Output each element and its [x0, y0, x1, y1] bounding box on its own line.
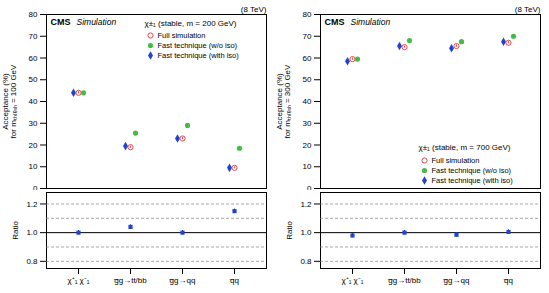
svg-text:CMS: CMS [51, 17, 71, 27]
svg-text:χ⁺₁ χ⁻₁: χ⁺₁ χ⁻₁ [341, 276, 363, 285]
svg-text:Acceptance (%)for mₜₕᵣₑₛₕ = 30: Acceptance (%)for mₜₕᵣₑₛₕ = 300 GeV [275, 64, 292, 138]
svg-text:Full simulation: Full simulation [432, 156, 480, 165]
svg-text:0.8: 0.8 [26, 257, 38, 266]
svg-text:1.0: 1.0 [26, 228, 38, 237]
svg-text:1.2: 1.2 [26, 200, 38, 209]
svg-text:1.0: 1.0 [300, 228, 312, 237]
svg-text:Ratio: Ratio [11, 221, 20, 240]
svg-text:(8 TeV): (8 TeV) [241, 5, 267, 14]
svg-text:30: 30 [29, 119, 38, 128]
svg-text:χ±₁ (stable, m = 200 GeV): χ±₁ (stable, m = 200 GeV) [145, 19, 237, 28]
svg-text:10: 10 [29, 162, 38, 171]
svg-text:Simulation: Simulation [77, 17, 117, 27]
svg-text:20: 20 [303, 141, 312, 150]
svg-text:g̅g→tt/bb: g̅g→tt/bb [113, 276, 147, 285]
svg-text:q̅q: q̅q [229, 276, 239, 285]
svg-text:Fast technique (w/o iso): Fast technique (w/o iso) [432, 166, 512, 175]
svg-text:Simulation: Simulation [351, 17, 391, 27]
svg-text:20: 20 [29, 141, 38, 150]
svg-text:40: 40 [303, 97, 312, 106]
svg-text:70: 70 [29, 32, 38, 41]
svg-text:40: 40 [29, 97, 38, 106]
svg-text:60: 60 [303, 54, 312, 63]
svg-text:g̅g→qq: g̅g→qq [169, 276, 196, 285]
svg-text:10: 10 [303, 162, 312, 171]
svg-text:g̅g→qq: g̅g→qq [443, 276, 470, 285]
svg-text:Fast technique (with iso): Fast technique (with iso) [158, 51, 240, 60]
svg-text:g̅g→tt/bb: g̅g→tt/bb [387, 276, 421, 285]
svg-text:80: 80 [29, 10, 38, 19]
svg-text:Full simulation: Full simulation [158, 31, 206, 40]
svg-text:Ratio: Ratio [285, 221, 294, 240]
svg-text:50: 50 [29, 75, 38, 84]
svg-text:30: 30 [303, 119, 312, 128]
svg-text:Fast technique (with iso): Fast technique (with iso) [432, 176, 514, 185]
svg-text:CMS: CMS [325, 17, 345, 27]
svg-text:q̅q: q̅q [503, 276, 513, 285]
svg-text:70: 70 [303, 32, 312, 41]
svg-text:(8 TeV): (8 TeV) [515, 5, 541, 14]
svg-text:1.2: 1.2 [300, 200, 312, 209]
svg-text:0.8: 0.8 [300, 257, 312, 266]
svg-text:χ±₁ (stable, m = 700 GeV): χ±₁ (stable, m = 700 GeV) [419, 143, 511, 152]
svg-text:50: 50 [303, 75, 312, 84]
svg-text:Acceptance (%)for mₜₕᵣₑₛₕ = 10: Acceptance (%)for mₜₕᵣₑₛₕ = 100 GeV [1, 64, 18, 138]
svg-text:80: 80 [303, 10, 312, 19]
svg-text:Fast technique (w/o iso): Fast technique (w/o iso) [158, 41, 238, 50]
svg-text:60: 60 [29, 54, 38, 63]
svg-text:χ⁺₁ χ⁻₁: χ⁺₁ χ⁻₁ [67, 276, 89, 285]
